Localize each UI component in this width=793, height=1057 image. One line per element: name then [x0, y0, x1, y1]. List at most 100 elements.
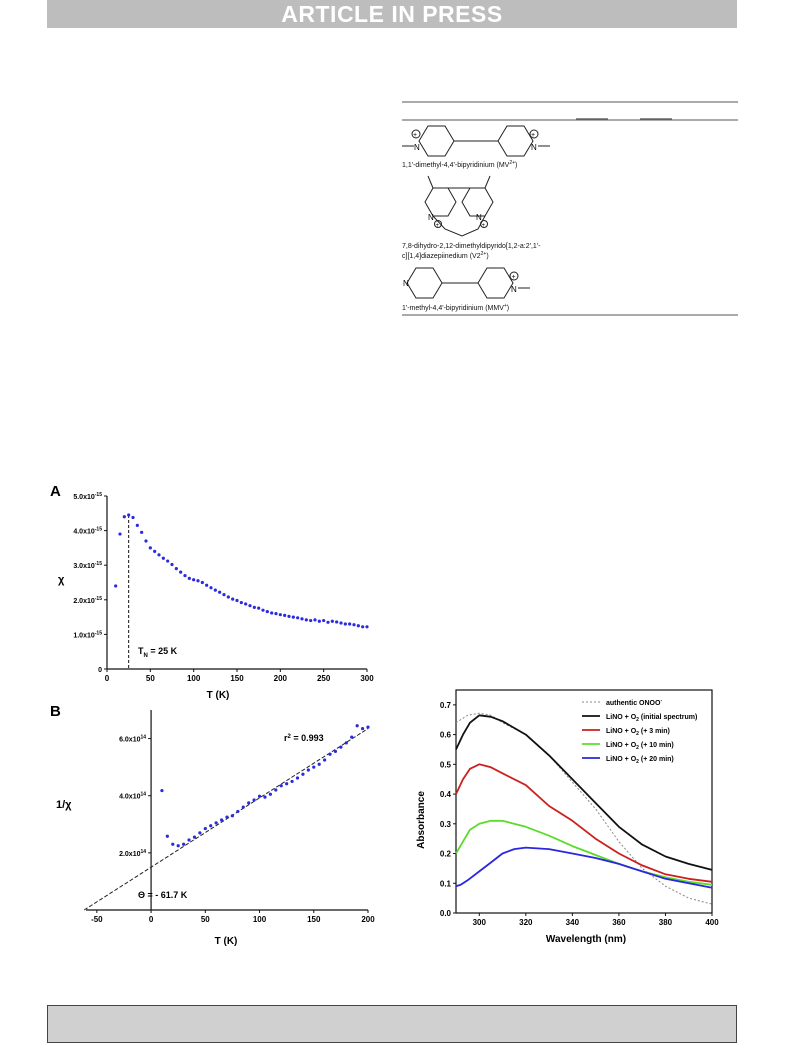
panel-a-data-point — [179, 570, 183, 574]
panel-a-data-point — [252, 605, 256, 610]
panel-a-data-point — [330, 619, 334, 623]
panel-b-data-point — [360, 726, 365, 731]
panel-a-data-point — [239, 600, 243, 605]
v2-structure — [424, 175, 494, 237]
panel-b-label: B — [50, 703, 61, 720]
panel-b-data-point — [247, 801, 251, 805]
panel-b-data-point — [328, 752, 332, 756]
panel-c-legend-label: LiNO + O2 (+ 3 min) — [606, 728, 670, 737]
v2-name-line1: 7,8-dihydro-2,12-dimethyldipyrido[1,2-a:… — [402, 243, 541, 250]
panel-b-data-point — [323, 758, 327, 762]
panel-c-ytick-label: 0.2 — [440, 850, 452, 859]
panel-b-data-point — [344, 741, 348, 745]
panel-a-data-point — [361, 625, 365, 629]
panel-b-data-point — [257, 794, 262, 798]
panel-b-data-point — [366, 725, 370, 729]
panel-c-ytick-label: 0.0 — [440, 909, 452, 918]
panel-a-data-point — [352, 623, 356, 627]
panel-a-data-point — [218, 590, 222, 594]
panel-a-data-point — [257, 606, 261, 610]
panel-a-data-point — [231, 597, 235, 601]
panel-b-data-point — [176, 844, 180, 848]
panel-b-data-point — [225, 815, 229, 819]
mmv-n-left: N — [403, 279, 409, 288]
chart-c-absorbance-spectra: Absorbance Wavelength (nm) 0.0 0.1 0.2 0.3 0… — [416, 689, 719, 945]
panel-a-data-point — [313, 618, 317, 622]
panel-b-data-point — [171, 842, 175, 846]
panel-a-data-point — [200, 580, 204, 585]
panel-c-legend-label: LiNO + O2 (+ 10 min) — [606, 742, 674, 751]
panel-a-data-point — [265, 609, 269, 614]
panel-a-data-point — [222, 593, 226, 597]
panel-b-data-point — [306, 768, 310, 772]
panel-a-data-point — [127, 513, 131, 517]
panel-a-data-point — [270, 611, 274, 615]
chart-a-chi-vs-temperature: A χ T (K) 0 1.0x10-15 2.0x10-15 3.0x10-15 4.… — [50, 483, 374, 701]
mv2-charge-right: + — [531, 132, 535, 139]
panel-c-ylabel: Absorbance — [416, 791, 427, 849]
panel-a-ytick-label: 5.0x10-15 — [73, 492, 102, 501]
mv2-name-label: 1,1'-dimethyl-4,4'-bipyridinium (MV2+) — [402, 160, 517, 169]
panel-a-data-point — [283, 613, 287, 617]
v2-name-line2: c][1,4]diazepiinedium (V22+) — [402, 251, 489, 260]
panel-a-ytick-label: 3.0x10-15 — [73, 561, 102, 570]
panel-a-xtick-label: 50 — [146, 674, 155, 683]
panel-a-data-point — [183, 573, 187, 578]
panel-a-xtick-label: 0 — [105, 674, 110, 683]
panel-b-xtick-label: 200 — [361, 915, 375, 924]
panel-b-data-point — [268, 792, 272, 796]
v2-n-right: N — [476, 213, 482, 222]
panel-a-xtick-label: 200 — [274, 674, 288, 683]
panel-b-data-point — [230, 814, 235, 818]
panel-a-ylabel: χ — [58, 574, 65, 586]
panel-a-data-point — [209, 586, 213, 590]
panel-a-data-point — [135, 523, 139, 528]
panel-c-xtick-label: 300 — [473, 918, 487, 927]
panel-b-data-point — [339, 745, 343, 749]
panel-b-data-point — [290, 779, 294, 784]
panel-a-data-point — [300, 617, 304, 621]
panel-c-legend-label: authentic ONOO- — [606, 698, 662, 707]
panel-b-theta-annotation: Θ = - 61.7 K — [138, 890, 188, 900]
molecule-structure-table: N N + + 1,1'-dimethyl-4,4'-bipyridinium … — [402, 101, 738, 316]
panel-c-xtick-label: 320 — [519, 918, 533, 927]
panel-a-data-point — [339, 621, 343, 625]
panel-b-data-point — [187, 838, 191, 842]
panel-b-ylabel: 1/χ — [56, 799, 72, 811]
panel-a-xlabel: T (K) — [207, 690, 230, 701]
panel-b-data-point — [263, 795, 267, 799]
mmv-structure — [406, 267, 530, 299]
article-in-press-banner: ARTICLE IN PRESS — [47, 0, 737, 28]
panel-a-data-point — [166, 559, 170, 563]
panel-a-data-point — [309, 618, 313, 623]
panel-b-data-point — [198, 831, 202, 835]
panel-a-data-point — [291, 615, 295, 619]
panel-a-data-point — [153, 549, 157, 553]
panel-b-data-point — [219, 818, 224, 822]
panel-a-data-point — [274, 612, 278, 616]
v2-n-left: N — [428, 213, 434, 222]
panel-b-ytick-label: 2.0x1014 — [119, 849, 146, 858]
v2-charge-right: + — [482, 223, 486, 229]
panel-b-data-point — [192, 835, 197, 839]
panel-b-data-point — [203, 826, 207, 831]
panel-c-ytick-label: 0.1 — [440, 879, 452, 888]
panel-a-data-point — [304, 618, 308, 622]
panel-c-ytick-label: 0.4 — [440, 790, 452, 799]
panel-c-legend-label: LiNO + O2 (+ 20 min) — [606, 756, 674, 765]
panel-b-data-point — [182, 842, 186, 846]
panel-a-data-point — [157, 553, 161, 557]
panel-c-legend: authentic ONOO- LiNO + O2 (initial spectr… — [582, 698, 697, 765]
mmv-n-right: N — [511, 285, 517, 294]
panel-b-xtick-label: 100 — [253, 915, 267, 924]
panel-b-data-point — [279, 784, 283, 788]
mmv-name-label: 1'-methyl-4,4'-bipyridinium (MMV+) — [402, 303, 509, 312]
panel-c-series-line-4 — [455, 846, 713, 889]
panel-a-data-point — [114, 584, 118, 588]
panel-b-data-point — [241, 805, 245, 809]
panel-b-data-point — [350, 735, 354, 739]
panel-a-data-point — [261, 608, 265, 612]
panel-a-data-point — [287, 614, 291, 619]
panel-b-data-point — [317, 762, 321, 766]
panel-a-data-point — [317, 619, 321, 623]
